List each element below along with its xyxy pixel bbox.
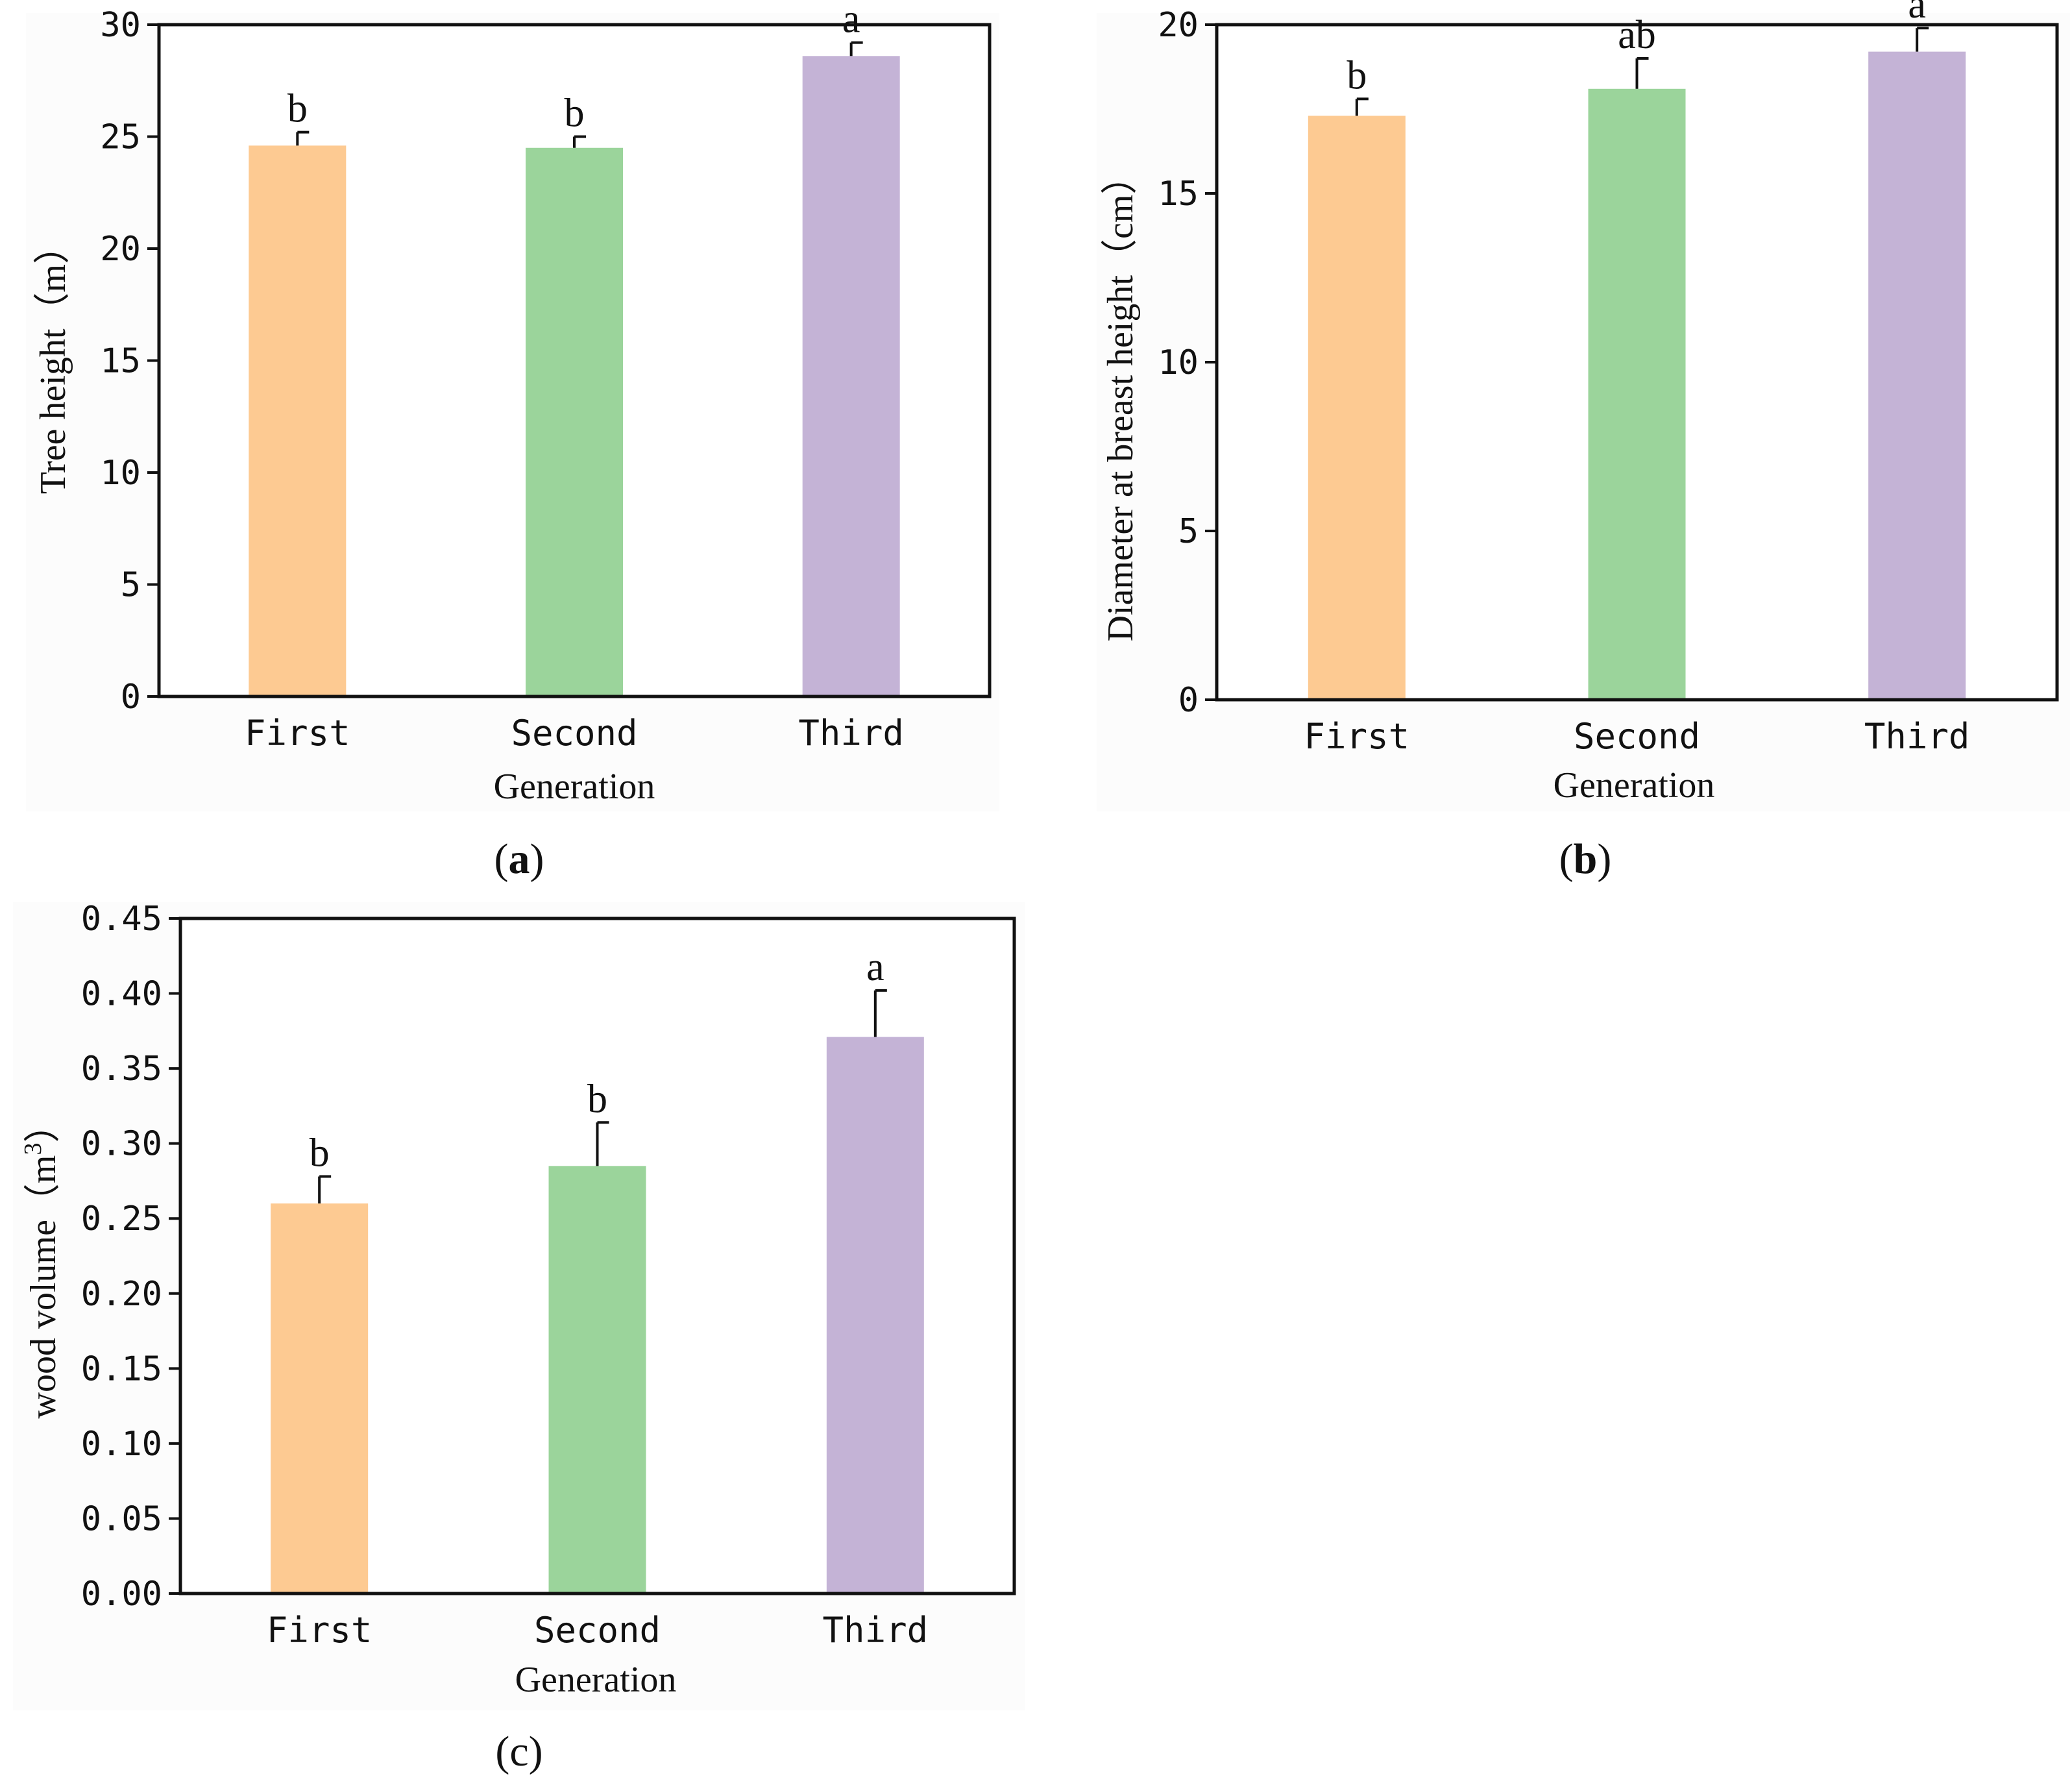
y-tick-label: 0.45 bbox=[81, 900, 162, 939]
y-tick-label: 0.40 bbox=[81, 975, 162, 1014]
x-tick-label: First bbox=[1304, 716, 1410, 757]
panel-a: 0 5 10 15 20 25 30 b First b Second a Third Generati… bbox=[26, 0, 999, 883]
bar bbox=[1588, 88, 1686, 698]
panel-b-caption-letter: b bbox=[1574, 835, 1598, 883]
bar bbox=[271, 1203, 369, 1592]
panel-b-y-axis-label: Diameter at breast height（cm） bbox=[1101, 158, 1141, 642]
x-tick-label: Second bbox=[511, 713, 637, 754]
panel-c-marks: 0.00 0.05 0.10 0.15 0.20 0.25 0.30 0.35 0.40 0.45… bbox=[81, 900, 928, 1651]
y-tick-label: 0 bbox=[1178, 681, 1199, 720]
y-tick-label: 10 bbox=[1158, 343, 1199, 382]
bar bbox=[1308, 116, 1406, 698]
significance-label: b bbox=[587, 1077, 607, 1121]
panel-c-y-axis-label: wood volume（m3） bbox=[19, 1107, 64, 1419]
y-tick-label: 0.25 bbox=[81, 1200, 162, 1238]
significance-label: a bbox=[866, 945, 884, 989]
panel-a-y-axis-label: Tree height（m） bbox=[33, 228, 73, 494]
significance-label: b bbox=[310, 1131, 330, 1176]
y-tick-label: 0.00 bbox=[81, 1575, 162, 1614]
significance-label: ab bbox=[1618, 13, 1656, 57]
y-tick-label: 15 bbox=[100, 342, 141, 381]
bar bbox=[826, 1037, 924, 1592]
significance-label: b bbox=[287, 87, 308, 131]
significance-label: b bbox=[1347, 53, 1367, 97]
panel-b-caption: (b) bbox=[1559, 835, 1612, 883]
bar bbox=[1868, 51, 1966, 698]
y-tick-label: 5 bbox=[1178, 512, 1199, 551]
y-tick-label: 5 bbox=[121, 566, 141, 605]
x-tick-label: Third bbox=[823, 1610, 929, 1651]
y-tick-label: 15 bbox=[1158, 175, 1199, 214]
y-tick-label: 0.10 bbox=[81, 1425, 162, 1464]
bar bbox=[249, 145, 347, 695]
y-tick-label: 30 bbox=[100, 6, 141, 45]
x-tick-label: Second bbox=[534, 1610, 661, 1651]
panel-a-marks: 0 5 10 15 20 25 30 b First b Second a Third bbox=[100, 0, 904, 754]
panel-c-x-axis-label: Generation bbox=[515, 1660, 677, 1700]
y-tick-label: 0.05 bbox=[81, 1499, 162, 1538]
bar bbox=[526, 147, 623, 695]
panel-c-y-axis-label-superscript: 3 bbox=[19, 1143, 47, 1155]
x-tick-label: First bbox=[267, 1610, 372, 1651]
y-tick-label: 0.30 bbox=[81, 1125, 162, 1164]
panel-c-y-axis-label-end: ） bbox=[23, 1107, 64, 1143]
y-tick-label: 20 bbox=[100, 230, 141, 269]
x-tick-label: Third bbox=[798, 713, 904, 754]
x-tick-label: Third bbox=[1864, 716, 1970, 757]
panel-b-x-axis-label: Generation bbox=[1554, 765, 1715, 806]
y-tick-label: 0.20 bbox=[81, 1275, 162, 1314]
panel-a-caption-letter: a bbox=[509, 835, 530, 883]
panel-a-x-axis-label: Generation bbox=[494, 767, 655, 807]
bar bbox=[548, 1166, 646, 1592]
panel-b-marks: 0 5 10 15 20 b First ab Second a Third bbox=[1158, 0, 1969, 757]
y-tick-label: 0 bbox=[121, 678, 141, 717]
y-tick-label: 10 bbox=[100, 454, 141, 493]
significance-label: a bbox=[842, 0, 860, 42]
panel-c-caption: (c) bbox=[495, 1728, 542, 1775]
panel-c: 0.00 0.05 0.10 0.15 0.20 0.25 0.30 0.35 0.40 0.45… bbox=[13, 900, 1025, 1775]
significance-label: b bbox=[565, 92, 585, 136]
y-tick-label: 25 bbox=[100, 118, 141, 157]
panel-c-y-axis-label-main: wood volume（m bbox=[23, 1155, 64, 1419]
y-tick-label: 0.15 bbox=[81, 1349, 162, 1388]
x-tick-label: Second bbox=[1574, 716, 1700, 757]
x-tick-label: First bbox=[245, 713, 350, 754]
bar bbox=[802, 56, 900, 695]
y-tick-label: 0.35 bbox=[81, 1050, 162, 1089]
significance-label: a bbox=[1908, 0, 1926, 27]
panel-c-caption-letter: c bbox=[509, 1728, 528, 1775]
y-tick-label: 20 bbox=[1158, 6, 1199, 45]
panel-a-caption: (a) bbox=[494, 835, 544, 883]
